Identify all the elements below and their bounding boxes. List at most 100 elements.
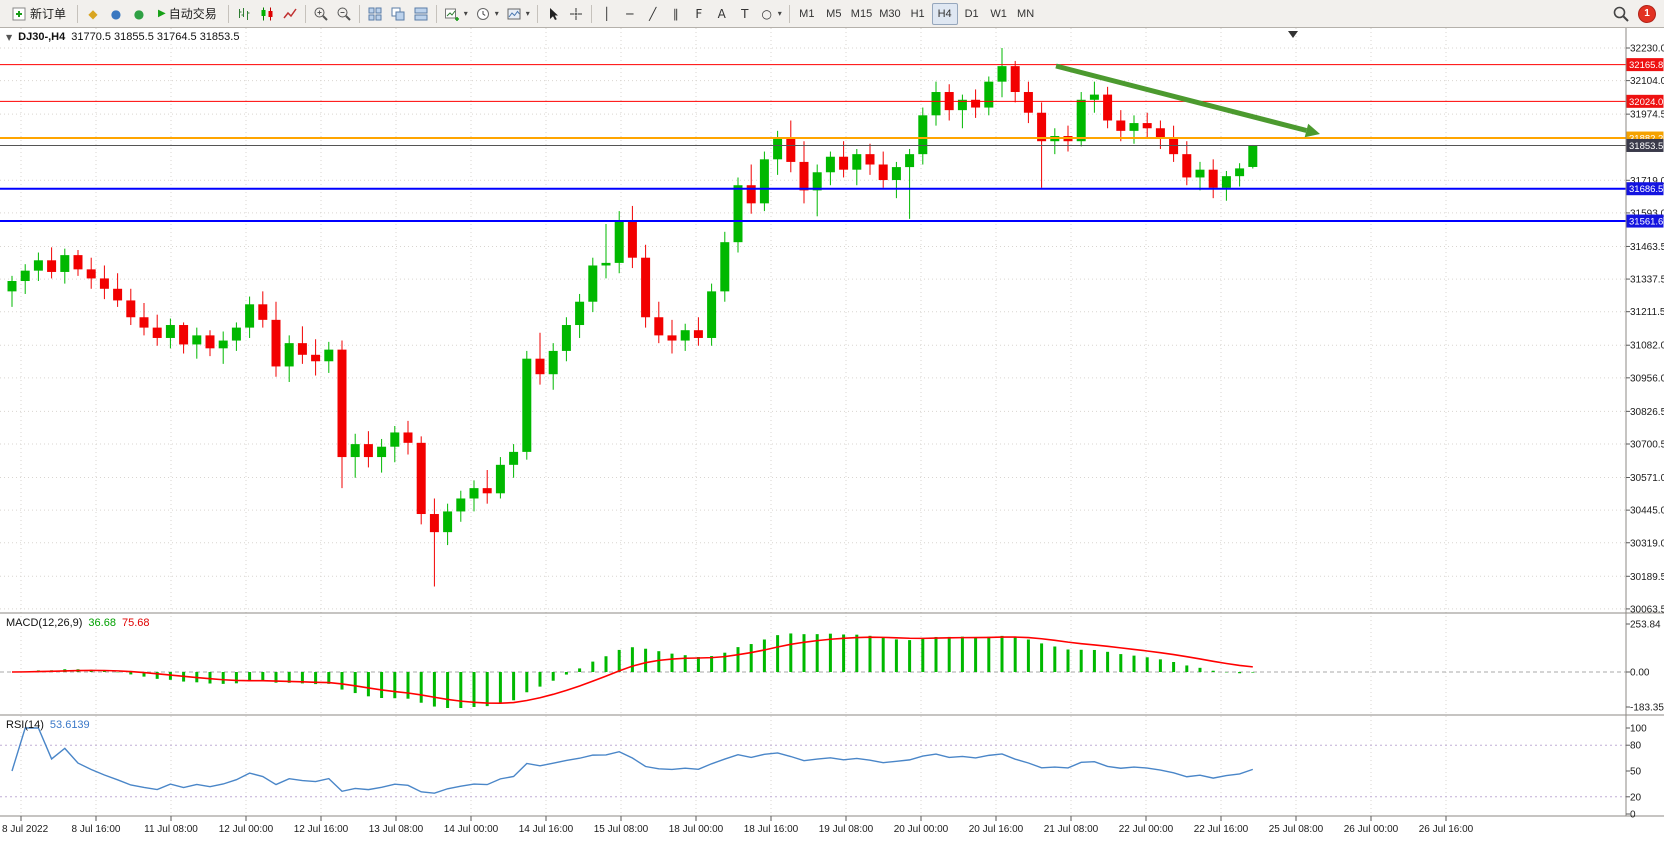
- search-icon[interactable]: [1612, 5, 1630, 23]
- timeframe-m1[interactable]: M1: [794, 3, 820, 25]
- market-watch-button[interactable]: ●: [105, 3, 127, 25]
- label-tool-button[interactable]: T: [734, 3, 756, 25]
- svg-text:18 Jul 00:00: 18 Jul 00:00: [669, 824, 724, 835]
- auto-trading-button[interactable]: ▶ 自动交易: [151, 3, 224, 25]
- auto-trading-label: 自动交易: [168, 7, 217, 21]
- horizontal-lines-layer[interactable]: [0, 64, 1626, 223]
- toolbar-separator: [788, 4, 790, 23]
- ellipse-tool-icon: ○: [761, 6, 773, 21]
- arrange-horizontal-button[interactable]: [410, 3, 432, 25]
- period-button[interactable]: ▾: [472, 3, 502, 25]
- text-tool-button[interactable]: A: [711, 3, 733, 25]
- svg-text:25 Jul 08:00: 25 Jul 08:00: [1269, 824, 1324, 835]
- trendline-icon: ╱: [649, 6, 657, 21]
- new-chart-icon: [444, 8, 459, 21]
- line-chart-button[interactable]: [279, 3, 301, 25]
- svg-text:32104.0: 32104.0: [1630, 76, 1664, 87]
- svg-text:30063.5: 30063.5: [1630, 604, 1664, 615]
- svg-text:14 Jul 00:00: 14 Jul 00:00: [444, 824, 499, 835]
- svg-text:12 Jul 00:00: 12 Jul 00:00: [219, 824, 274, 835]
- svg-text:0.00: 0.00: [1630, 668, 1650, 679]
- timeframe-buttons: M1 M5 M15 M30 H1 H4 D1 W1 MN: [794, 2, 1039, 25]
- candles-layer: [7, 48, 1258, 587]
- timeframe-m30[interactable]: M30: [876, 3, 903, 25]
- price-badge: [1626, 94, 1664, 108]
- shapes-tool-button[interactable]: ○ ▾: [757, 3, 785, 25]
- toolbar-right-cluster: 1: [1612, 4, 1660, 23]
- price-axis[interactable]: 32230.0 32104.0 31974.5 31719.0 31593.0 31463…: [1626, 44, 1664, 821]
- svg-text:22 Jul 00:00: 22 Jul 00:00: [1119, 824, 1174, 835]
- chevron-down-icon: ▾: [525, 9, 530, 18]
- price-badge: [1626, 138, 1664, 152]
- price-badge: [1626, 58, 1664, 72]
- macd-layer: [0, 633, 1626, 708]
- favorites-button[interactable]: ◆: [82, 3, 104, 25]
- cursor-button[interactable]: [542, 3, 564, 25]
- zoom-in-button[interactable]: [310, 3, 332, 25]
- toolbar-separator: [304, 4, 306, 23]
- svg-text:31337.5: 31337.5: [1630, 275, 1664, 286]
- svg-text:31211.5: 31211.5: [1630, 307, 1664, 318]
- svg-text:26 Jul 16:00: 26 Jul 16:00: [1419, 824, 1474, 835]
- candlestick-chart-icon: [261, 7, 273, 20]
- tile-windows-button[interactable]: [364, 3, 386, 25]
- svg-text:30700.5: 30700.5: [1630, 439, 1664, 450]
- zoom-out-button[interactable]: [333, 3, 355, 25]
- fibonacci-icon: F: [695, 6, 703, 21]
- svg-text:26 Jul 00:00: 26 Jul 00:00: [1344, 824, 1399, 835]
- trend-arrow[interactable]: [1055, 63, 1320, 138]
- timeframe-d1[interactable]: D1: [959, 3, 985, 25]
- svg-text:30956.0: 30956.0: [1630, 373, 1664, 384]
- timeframe-h1[interactable]: H1: [905, 3, 931, 25]
- chart-shift-marker[interactable]: [1288, 31, 1298, 38]
- channel-tool-button[interactable]: ∥: [665, 3, 687, 25]
- notification-badge[interactable]: 1: [1638, 4, 1656, 23]
- channel-icon: ∥: [672, 6, 679, 21]
- auto-trading-play-icon: ▶: [158, 7, 166, 19]
- data-window-icon: ●: [133, 6, 145, 21]
- favorites-icon: ◆: [88, 6, 98, 21]
- svg-text:21 Jul 08:00: 21 Jul 08:00: [1044, 824, 1099, 835]
- cascade-windows-icon: [391, 7, 405, 20]
- time-axis[interactable]: 8 Jul 2022 8 Jul 16:00 11 Jul 08:00 12 Jul …: [2, 816, 1474, 835]
- template-button[interactable]: ▾: [503, 3, 533, 25]
- svg-text:30571.0: 30571.0: [1630, 473, 1664, 484]
- candlestick-chart-button[interactable]: [256, 3, 278, 25]
- data-window-button[interactable]: ●: [128, 3, 150, 25]
- crosshair-button[interactable]: [565, 3, 587, 25]
- svg-text:8 Jul 16:00: 8 Jul 16:00: [72, 824, 121, 835]
- new-order-button[interactable]: 新订单: [4, 3, 73, 25]
- vertical-line-icon: │: [603, 6, 611, 21]
- cascade-windows-button[interactable]: [387, 3, 409, 25]
- svg-text:32024.0: 32024.0: [1629, 97, 1663, 108]
- timeframe-h4[interactable]: H4: [931, 2, 958, 25]
- chart-canvas[interactable]: 32230.0 32104.0 31974.5 31719.0 31593.0 31463…: [0, 28, 1664, 841]
- line-chart-icon: [283, 8, 297, 18]
- fibonacci-tool-button[interactable]: F: [688, 3, 710, 25]
- svg-text:253.84: 253.84: [1630, 620, 1661, 631]
- svg-text:80: 80: [1630, 741, 1642, 752]
- horizontal-line-tool-button[interactable]: ─: [619, 3, 641, 25]
- svg-text:31593.0: 31593.0: [1630, 208, 1664, 219]
- toolbar-separator: [77, 4, 79, 23]
- svg-text:32165.8: 32165.8: [1629, 60, 1663, 71]
- timeframe-mn[interactable]: MN: [1013, 3, 1039, 25]
- one-click-trading-toggle[interactable]: ▼: [6, 33, 13, 42]
- bar-chart-button[interactable]: [233, 3, 255, 25]
- timeframe-m5[interactable]: M5: [821, 3, 847, 25]
- svg-text:100: 100: [1630, 724, 1647, 735]
- svg-text:12 Jul 16:00: 12 Jul 16:00: [294, 824, 349, 835]
- trendline-tool-button[interactable]: ╱: [642, 3, 664, 25]
- arrange-horizontal-icon: [414, 7, 428, 20]
- timeframe-m15[interactable]: M15: [848, 3, 875, 25]
- new-chart-button[interactable]: ▾: [441, 3, 471, 25]
- horizontal-line-icon: ─: [626, 6, 634, 21]
- vertical-line-tool-button[interactable]: │: [596, 3, 618, 25]
- svg-text:20 Jul 00:00: 20 Jul 00:00: [894, 824, 949, 835]
- new-order-icon: [12, 7, 26, 20]
- timeframe-w1[interactable]: W1: [986, 3, 1012, 25]
- toolbar-separator: [435, 4, 437, 23]
- svg-text:13 Jul 08:00: 13 Jul 08:00: [369, 824, 424, 835]
- svg-text:31853.5: 31853.5: [1629, 141, 1663, 152]
- rsi-layer: [0, 727, 1626, 798]
